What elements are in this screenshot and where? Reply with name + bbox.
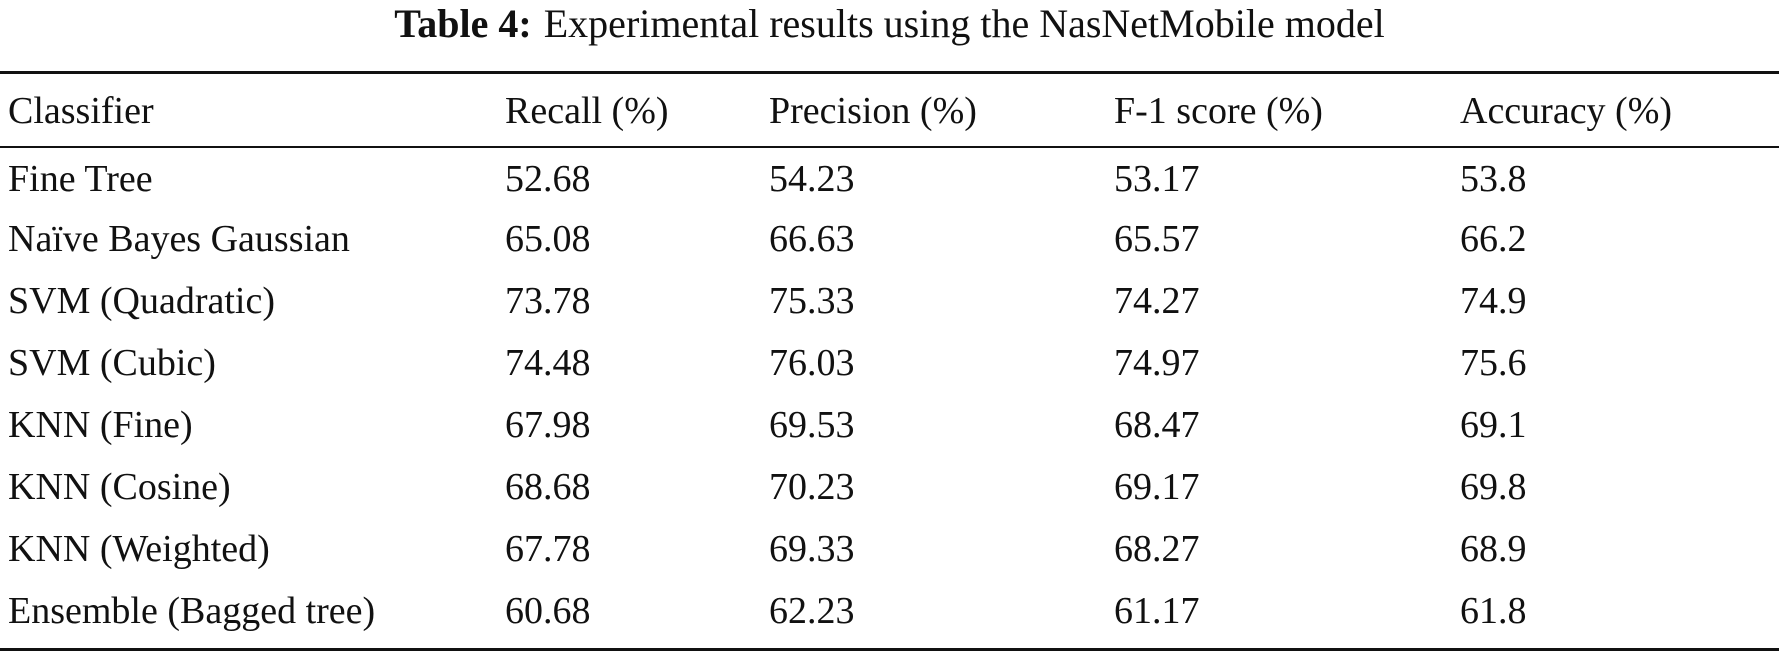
table-caption-label: Table 4: — [394, 1, 532, 46]
cell-accuracy: 74.9 — [1460, 280, 1527, 322]
table-top-rule — [0, 71, 1779, 74]
cell-accuracy: 66.2 — [1460, 218, 1527, 260]
table-bottom-rule — [0, 648, 1779, 651]
cell-recall: 73.78 — [505, 280, 591, 322]
cell-f1-score: 65.57 — [1114, 218, 1200, 260]
cell-f1-score: 61.17 — [1114, 590, 1200, 632]
table-row: KNN (Fine) 67.98 69.53 68.47 69.1 — [0, 394, 1779, 456]
cell-f1-score: 53.17 — [1114, 158, 1200, 200]
table-row: Ensemble (Bagged tree) 60.68 62.23 61.17… — [0, 580, 1779, 642]
cell-recall: 67.98 — [505, 404, 591, 446]
cell-recall: 60.68 — [505, 590, 591, 632]
header-accuracy: Accuracy (%) — [1460, 90, 1673, 132]
cell-accuracy: 69.1 — [1460, 404, 1527, 446]
results-table: Classifier Recall (%) Precision (%) F-1 … — [0, 76, 1779, 642]
cell-classifier: KNN (Weighted) — [8, 528, 270, 570]
cell-recall: 68.68 — [505, 466, 591, 508]
cell-accuracy: 69.8 — [1460, 466, 1527, 508]
table-caption-text: Experimental results using the NasNetMob… — [543, 1, 1385, 46]
cell-recall: 52.68 — [505, 158, 591, 200]
header-classifier: Classifier — [8, 90, 154, 132]
table-row: SVM (Quadratic) 73.78 75.33 74.27 74.9 — [0, 270, 1779, 332]
table-row: Fine Tree 52.68 54.23 53.17 53.8 — [0, 146, 1779, 208]
cell-recall: 67.78 — [505, 528, 591, 570]
cell-recall: 74.48 — [505, 342, 591, 384]
cell-classifier: SVM (Cubic) — [8, 342, 216, 384]
header-row: Classifier Recall (%) Precision (%) F-1 … — [0, 76, 1779, 146]
header-recall: Recall (%) — [505, 90, 669, 132]
cell-precision: 62.23 — [769, 590, 855, 632]
cell-f1-score: 74.27 — [1114, 280, 1200, 322]
header-f1-score: F-1 score (%) — [1114, 90, 1323, 132]
cell-f1-score: 69.17 — [1114, 466, 1200, 508]
cell-accuracy: 61.8 — [1460, 590, 1527, 632]
table-body: Fine Tree 52.68 54.23 53.17 53.8 Naïve B… — [0, 146, 1779, 642]
cell-classifier: Fine Tree — [8, 158, 153, 200]
cell-f1-score: 74.97 — [1114, 342, 1200, 384]
table-row: KNN (Cosine) 68.68 70.23 69.17 69.8 — [0, 456, 1779, 518]
cell-precision: 66.63 — [769, 218, 855, 260]
cell-precision: 76.03 — [769, 342, 855, 384]
table-caption: Table 4: Experimental results using the N… — [0, 4, 1779, 44]
cell-accuracy: 53.8 — [1460, 158, 1527, 200]
table-row: Naïve Bayes Gaussian 65.08 66.63 65.57 6… — [0, 208, 1779, 270]
cell-precision: 70.23 — [769, 466, 855, 508]
cell-f1-score: 68.27 — [1114, 528, 1200, 570]
table-row: KNN (Weighted) 67.78 69.33 68.27 68.9 — [0, 518, 1779, 580]
cell-classifier: SVM (Quadratic) — [8, 280, 275, 322]
table-row: SVM (Cubic) 74.48 76.03 74.97 75.6 — [0, 332, 1779, 394]
cell-precision: 69.53 — [769, 404, 855, 446]
cell-precision: 69.33 — [769, 528, 855, 570]
cell-classifier: Ensemble (Bagged tree) — [8, 590, 376, 632]
cell-f1-score: 68.47 — [1114, 404, 1200, 446]
table-header-rule — [0, 146, 1779, 148]
cell-recall: 65.08 — [505, 218, 591, 260]
cell-accuracy: 75.6 — [1460, 342, 1527, 384]
cell-classifier: Naïve Bayes Gaussian — [8, 218, 350, 260]
header-precision: Precision (%) — [769, 90, 977, 132]
table-header: Classifier Recall (%) Precision (%) F-1 … — [0, 76, 1779, 146]
cell-classifier: KNN (Cosine) — [8, 466, 231, 508]
cell-accuracy: 68.9 — [1460, 528, 1527, 570]
cell-precision: 75.33 — [769, 280, 855, 322]
cell-classifier: KNN (Fine) — [8, 404, 193, 446]
cell-precision: 54.23 — [769, 158, 855, 200]
